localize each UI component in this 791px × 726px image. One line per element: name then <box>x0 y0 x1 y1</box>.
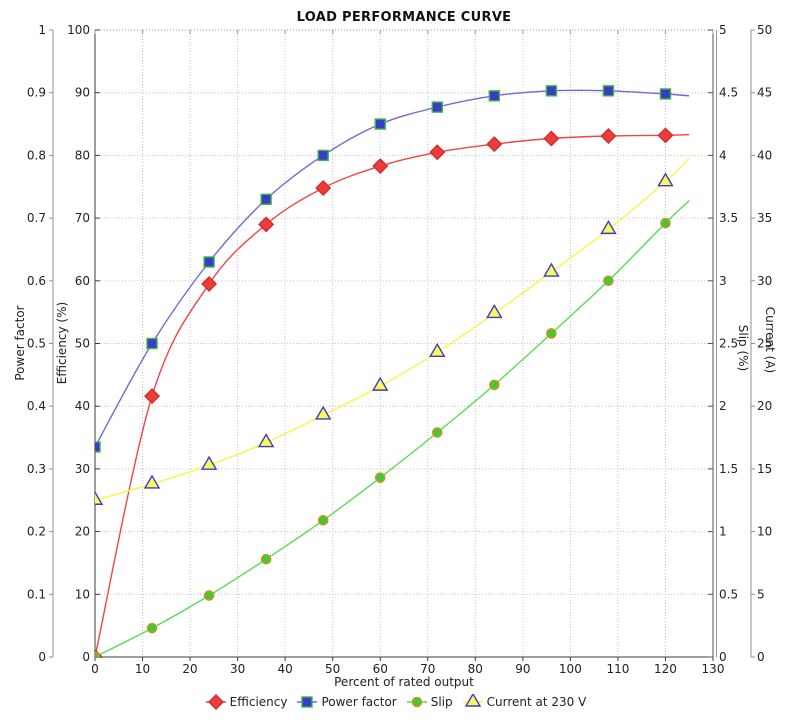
svg-text:100: 100 <box>559 662 582 676</box>
svg-text:15: 15 <box>757 462 772 476</box>
svg-text:50: 50 <box>325 662 340 676</box>
svg-text:0: 0 <box>719 650 727 664</box>
power-factor-square-icon <box>297 696 318 708</box>
svg-text:0.5: 0.5 <box>27 337 46 351</box>
svg-text:30: 30 <box>75 462 90 476</box>
legend-label: Power factor <box>321 695 397 709</box>
svg-text:10: 10 <box>757 525 772 539</box>
slip-axis-title: Slip (%) <box>736 324 750 372</box>
svg-text:80: 80 <box>468 662 483 676</box>
svg-text:0.4: 0.4 <box>27 399 46 413</box>
svg-text:120: 120 <box>654 662 677 676</box>
svg-text:5: 5 <box>757 587 765 601</box>
svg-text:20: 20 <box>182 662 197 676</box>
svg-text:60: 60 <box>373 662 388 676</box>
svg-text:100: 100 <box>67 23 90 37</box>
chart-title: LOAD PERFORMANCE CURVE <box>296 10 512 25</box>
svg-text:90: 90 <box>75 86 90 100</box>
svg-text:3: 3 <box>719 274 727 288</box>
svg-text:5: 5 <box>719 23 727 37</box>
legend-item-power-factor: Power factor <box>296 694 397 710</box>
svg-text:0.6: 0.6 <box>27 274 46 288</box>
svg-text:0.1: 0.1 <box>27 587 46 601</box>
x-axis-title: Percent of rated output <box>334 675 474 689</box>
svg-text:2: 2 <box>719 399 727 413</box>
svg-text:0.8: 0.8 <box>27 148 46 162</box>
svg-text:1: 1 <box>38 23 46 37</box>
svg-text:0.2: 0.2 <box>27 525 46 539</box>
svg-text:0: 0 <box>91 662 99 676</box>
legend: Efficiency Power factor Slip Current at … <box>0 694 791 710</box>
legend-label: Efficiency <box>229 695 288 709</box>
legend-label: Slip <box>430 695 453 709</box>
svg-text:80: 80 <box>75 148 90 162</box>
legend-label: Current at 230 V <box>486 695 587 709</box>
svg-text:0.9: 0.9 <box>27 86 46 100</box>
svg-text:35: 35 <box>757 211 772 225</box>
svg-text:70: 70 <box>420 662 435 676</box>
svg-text:45: 45 <box>757 86 772 100</box>
svg-text:50: 50 <box>75 337 90 351</box>
legend-item-efficiency: Efficiency <box>205 694 288 710</box>
svg-text:25: 25 <box>757 337 772 351</box>
svg-text:60: 60 <box>75 274 90 288</box>
efficiency-diamond-icon <box>205 694 226 710</box>
svg-text:0: 0 <box>82 650 90 664</box>
svg-text:10: 10 <box>135 662 150 676</box>
svg-text:1: 1 <box>719 525 727 539</box>
svg-text:0: 0 <box>757 650 765 664</box>
svg-text:30: 30 <box>230 662 245 676</box>
svg-text:1.5: 1.5 <box>719 462 738 476</box>
legend-item-slip: Slip <box>406 694 453 710</box>
svg-text:90: 90 <box>515 662 530 676</box>
svg-text:4.5: 4.5 <box>719 86 738 100</box>
svg-text:0.3: 0.3 <box>27 462 46 476</box>
svg-text:20: 20 <box>757 399 772 413</box>
svg-text:0.7: 0.7 <box>27 211 46 225</box>
legend-item-current: Current at 230 V <box>462 694 587 710</box>
power-factor-axis-title: Power factor <box>13 305 27 381</box>
svg-text:4: 4 <box>719 148 727 162</box>
current-axis-title: Current (A) <box>763 306 777 374</box>
svg-text:20: 20 <box>75 525 90 539</box>
svg-text:10: 10 <box>75 587 90 601</box>
svg-text:2.5: 2.5 <box>719 337 738 351</box>
current-triangle-icon <box>462 694 483 707</box>
svg-text:40: 40 <box>75 399 90 413</box>
svg-text:110: 110 <box>606 662 629 676</box>
svg-text:70: 70 <box>75 211 90 225</box>
svg-text:40: 40 <box>757 148 772 162</box>
svg-text:0: 0 <box>38 650 46 664</box>
efficiency-axis-title: Efficiency (%) <box>55 301 69 385</box>
svg-text:30: 30 <box>757 274 772 288</box>
svg-text:40: 40 <box>278 662 293 676</box>
svg-text:0.5: 0.5 <box>719 587 738 601</box>
svg-text:130: 130 <box>702 662 725 676</box>
svg-text:50: 50 <box>757 23 772 37</box>
svg-text:3.5: 3.5 <box>719 211 738 225</box>
slip-circle-icon <box>406 696 427 708</box>
